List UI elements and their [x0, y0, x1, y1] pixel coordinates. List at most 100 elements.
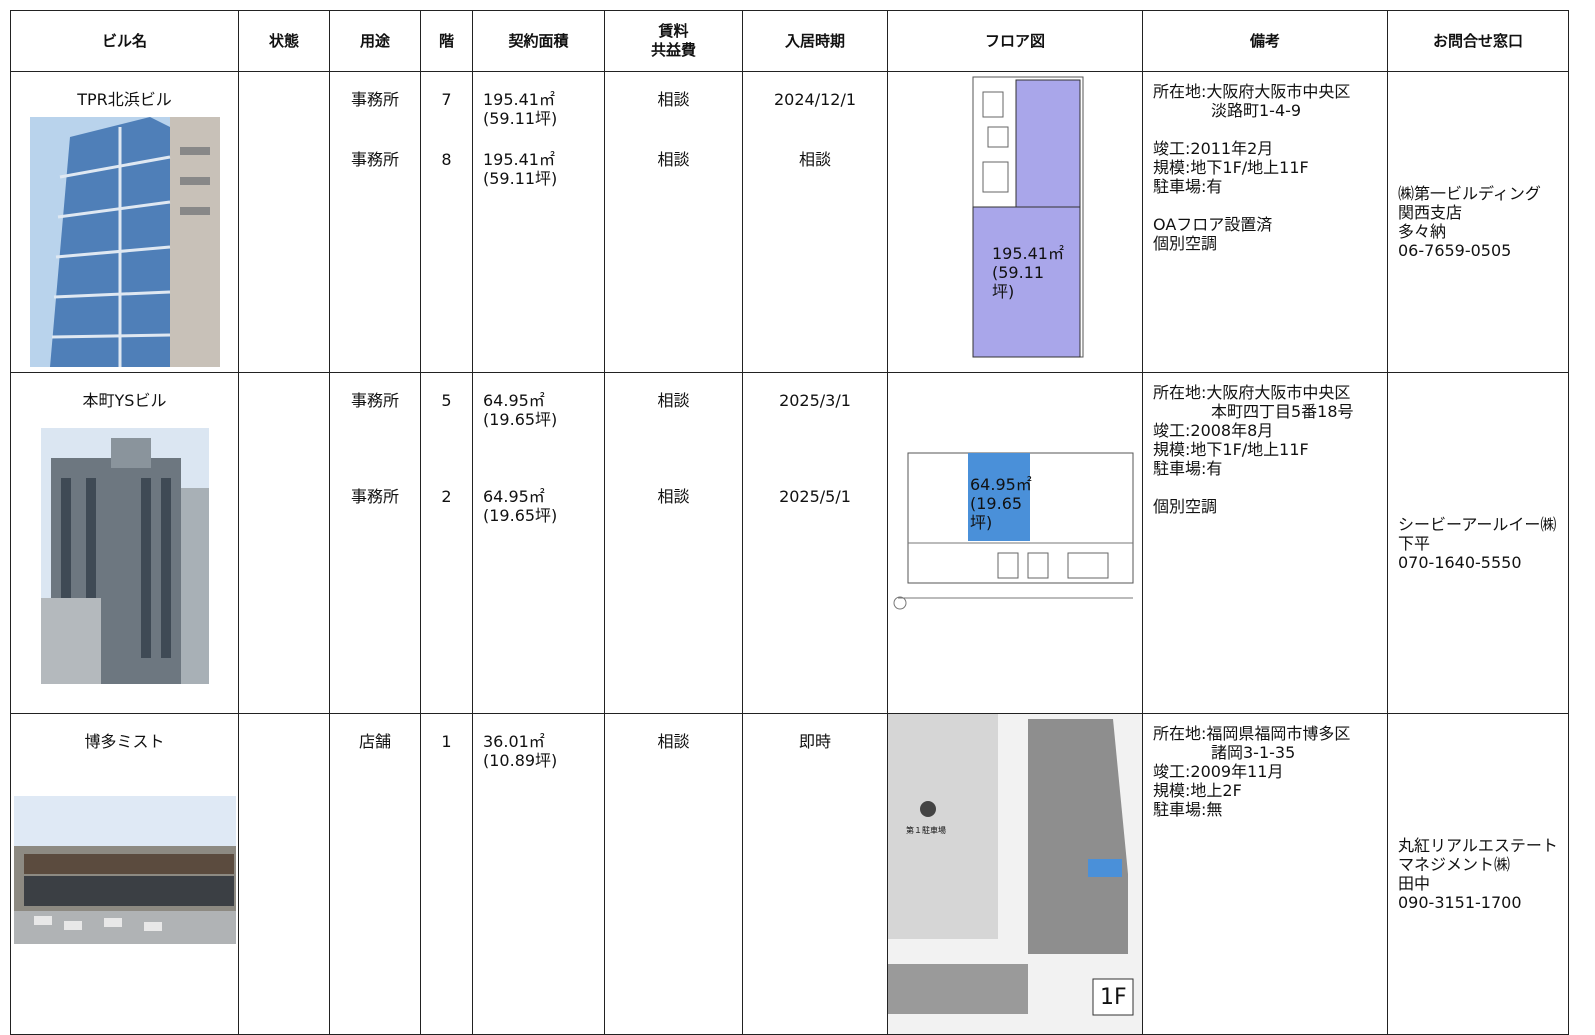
floor-cell: 5 2 — [420, 372, 473, 714]
status-cell — [238, 372, 330, 714]
column-header: お問合せ窓口 — [1387, 10, 1569, 72]
notes-cell: 所在地:福岡県福岡市博多区 諸岡3-1-35 竣工:2009年11月 規模:地上2F 駐… — [1142, 713, 1388, 1035]
photo-wrap — [11, 796, 238, 948]
rent-entry: 相談 — [605, 373, 742, 429]
note-line: 所在地:大阪府大阪市中央区 — [1153, 82, 1351, 101]
plan-label: (59.11 — [992, 263, 1045, 282]
photo-wrap — [11, 428, 238, 688]
move_in-entry: 2025/5/1 — [743, 487, 887, 525]
area-tsubo: (59.11坪) — [483, 109, 558, 128]
listing-table: ビル名 状態 用途階契約面積 賃料 共益費 入居時期 フロア図 備考 お問合せ窓口 TPR北浜ビ… — [10, 10, 1569, 1035]
spacer — [605, 410, 742, 429]
plan-label: 第１駐車場 — [906, 826, 946, 835]
floor-plan-cell: 64.95㎡ (19.65 坪) — [887, 372, 1143, 714]
area-tsubo: (59.11坪) — [483, 169, 558, 188]
spacer — [421, 410, 472, 429]
use-entry: 店舗 — [330, 714, 420, 770]
contact-cell: 丸紅リアルエステートマネジメント㈱ 田中 090-3151-1700 — [1387, 713, 1569, 1035]
spacer — [743, 410, 887, 429]
use-cell: 事務所 事務所 — [329, 71, 421, 373]
listing-row: TPR北浜ビル 事務所 事務所 7 8 195.41㎡ (59.11坪) 195.41… — [10, 71, 1569, 373]
area-cell: 195.41㎡ (59.11坪) 195.41㎡ (59.11坪) — [472, 71, 605, 373]
area-sqm: 195.41㎡ — [483, 90, 555, 109]
area-sqm: 195.41㎡ — [483, 150, 555, 169]
note-line: 規模:地上2F — [1153, 781, 1242, 800]
note-line: 駐車場:無 — [1153, 800, 1223, 819]
contact-line: ㈱第一ビルディング — [1398, 184, 1541, 203]
area-entry: 195.41㎡ (59.11坪) — [483, 72, 604, 128]
use-cell: 店舗 — [329, 713, 421, 1035]
note-line: 竣工:2009年11月 — [1153, 762, 1284, 781]
contact-cell: シービーアールイー㈱ 下平 070-1640-5550 — [1387, 372, 1569, 714]
plan-label: 坪) — [970, 513, 993, 532]
move_in-entry: 相談 — [743, 150, 887, 188]
spacer — [330, 169, 420, 188]
move_in-value: 2025/3/1 — [779, 391, 851, 410]
building-name: 博多ミスト — [84, 732, 165, 751]
use-entry: 事務所 — [330, 373, 420, 429]
area-entry: 195.41㎡ (59.11坪) — [483, 150, 604, 188]
note-line: 規模:地下1F/地上11F — [1153, 440, 1309, 459]
area-cell: 64.95㎡ (19.65坪) 64.95㎡ (19.65坪) — [472, 372, 605, 714]
contact-line: 下平 — [1398, 533, 1431, 553]
spacer — [605, 751, 742, 770]
floor-entry: 8 — [421, 150, 472, 188]
rent-value: 相談 — [657, 391, 690, 410]
building-cell: 本町YSビル — [10, 372, 239, 714]
column-header-line: 賃料 — [658, 22, 689, 40]
plan-label: 195.41㎡ — [992, 244, 1064, 263]
plan-label: (19.65 — [970, 494, 1023, 513]
note-line: 規模:地下1F/地上11F — [1153, 158, 1309, 177]
spacer — [330, 410, 420, 429]
floor-cell: 1 — [420, 713, 473, 1035]
floor-entry: 1 — [421, 714, 472, 770]
area-sqm: 64.95㎡ — [483, 391, 545, 410]
floor-plan-drawing — [972, 76, 1084, 358]
building-photo — [13, 796, 236, 944]
rent-value: 相談 — [657, 90, 690, 109]
use-entry: 事務所 — [330, 72, 420, 128]
rent-entry: 相談 — [605, 487, 742, 525]
rent-cell: 相談 相談 — [604, 71, 743, 373]
status-cell — [238, 713, 330, 1035]
column-header: ビル名 — [10, 10, 239, 72]
rent-entry: 相談 — [605, 714, 742, 770]
building-cell: 博多ミスト — [10, 713, 239, 1035]
rent-cell: 相談 — [604, 713, 743, 1035]
floor-entry: 7 — [421, 72, 472, 128]
floor-value: 7 — [441, 90, 452, 109]
move_in-cell: 2025/3/1 2025/5/1 — [742, 372, 888, 714]
spacer — [743, 109, 887, 128]
contact-line: 多々納 — [1398, 222, 1447, 241]
floor-value: 5 — [441, 391, 452, 410]
plan-label: 坪) — [992, 282, 1015, 301]
floor-entry: 5 — [421, 373, 472, 429]
notes-group: 所在地:福岡県福岡市博多区 諸岡3-1-35 竣工:2009年11月 規模:地上2F 駐… — [1153, 724, 1381, 819]
use-value: 事務所 — [350, 90, 399, 109]
move_in-value: 即時 — [798, 732, 831, 751]
notes-group: OAフロア設置済 個別空調 — [1153, 215, 1381, 253]
spacer — [421, 109, 472, 128]
area-sqm: 64.95㎡ — [483, 487, 545, 506]
spacer — [605, 169, 742, 188]
column-header: 階 — [420, 10, 473, 72]
notes-group: 所在地:大阪府大阪市中央区 本町四丁目5番18号 竣工:2008年8月 規模:地下1F… — [1153, 383, 1381, 478]
plan-label: 1F — [1100, 985, 1127, 1010]
note-line: 所在地:大阪府大阪市中央区 — [1153, 383, 1351, 402]
contact-line: 関西支店 — [1398, 203, 1463, 222]
column-header: 用途 — [329, 10, 421, 72]
move_in-value: 相談 — [798, 150, 831, 169]
use-value: 店舗 — [358, 732, 391, 751]
move_in-entry: 2025/3/1 — [743, 373, 887, 429]
use-entry: 事務所 — [330, 150, 420, 188]
spacer — [743, 751, 887, 770]
contact-line: 090-3151-1700 — [1398, 893, 1522, 912]
floor-cell: 7 8 — [420, 71, 473, 373]
column-header: フロア図 — [887, 10, 1143, 72]
floor-plan: 64.95㎡ (19.65 坪) — [889, 374, 1142, 713]
area-entry: 36.01㎡ (10.89坪) — [483, 714, 604, 770]
column-header: 契約面積 — [472, 10, 605, 72]
contact-line: 田中 — [1398, 874, 1431, 893]
status-cell — [238, 71, 330, 373]
spacer — [605, 109, 742, 128]
